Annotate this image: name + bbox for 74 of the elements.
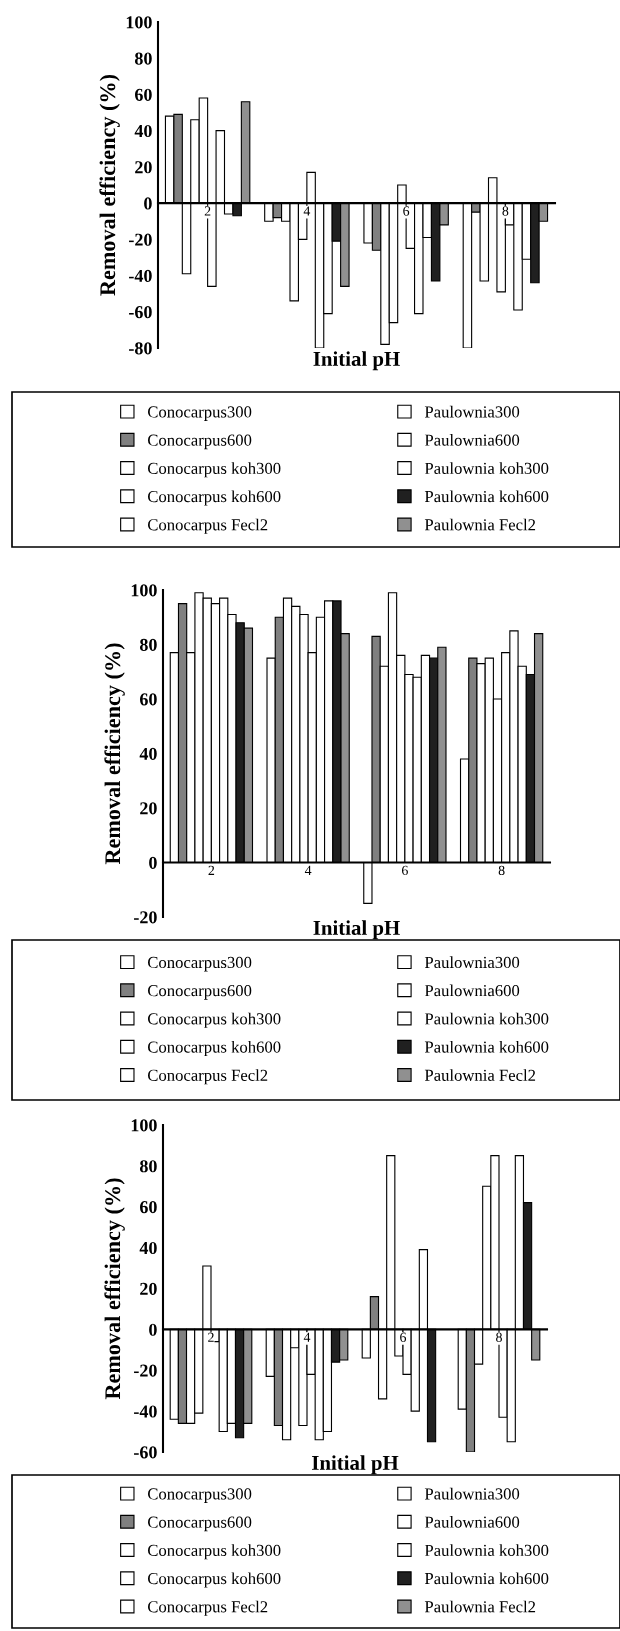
- y-tick-label: -20: [129, 233, 152, 246]
- y-axis-title: Removal efficiency (%): [104, 643, 125, 865]
- legend-label: Conocarpus Fecl2: [148, 518, 268, 534]
- x-axis-title: Initial pH: [312, 1455, 399, 1475]
- legend-label: Paulownia600: [424, 434, 520, 446]
- legend-label: Paulownia600: [424, 1516, 520, 1528]
- x-tick-label: 4: [303, 206, 311, 216]
- legend-label: Paulownia300: [424, 405, 520, 418]
- y-tick-label: 80: [139, 638, 157, 651]
- y-tick-label: 60: [135, 88, 152, 101]
- y-tick-label: 0: [144, 197, 152, 210]
- y-tick-label: 100: [126, 16, 152, 29]
- legend-label: Paulownia Fecl2: [424, 1600, 536, 1613]
- legend-label: Conocarpus300: [148, 406, 252, 421]
- y-tick-label: 60: [140, 693, 157, 706]
- legend-label: Conocarpus600: [148, 434, 252, 450]
- legend-label: Paulownia koh600: [424, 490, 549, 503]
- legend-label: Paulownia300: [424, 956, 520, 969]
- y-tick-label: -20: [134, 911, 157, 924]
- y-tick-label: -20: [134, 1364, 157, 1377]
- y-tick-label: -40: [129, 269, 152, 282]
- x-tick-label: 2: [208, 865, 215, 875]
- y-tick-label: 80: [139, 1160, 157, 1173]
- legend-label: Conocarpus600: [148, 1516, 252, 1532]
- x-tick-label: 6: [403, 206, 410, 216]
- y-tick-label: 60: [140, 1201, 157, 1214]
- y-tick-label: 100: [131, 584, 157, 597]
- legend-label: Conocarpus300: [148, 1488, 252, 1503]
- legend-label: Conocarpus koh600: [148, 1572, 281, 1588]
- x-tick-label: 4: [303, 1332, 311, 1342]
- y-tick-label: -40: [134, 1405, 157, 1418]
- legend-label: Conocarpus Fecl2: [148, 1069, 268, 1085]
- y-tick-label: 100: [131, 1119, 157, 1132]
- legend-label: Conocarpus600: [148, 985, 252, 1000]
- legend-label: Conocarpus300: [148, 956, 252, 972]
- y-tick-label: 40: [139, 1241, 157, 1255]
- legend-label: Paulownia300: [424, 1487, 520, 1500]
- y-tick-label: -80: [129, 342, 152, 355]
- legend-label: Conocarpus koh600: [148, 490, 281, 506]
- y-tick-label: 0: [149, 856, 157, 869]
- x-tick-label: 2: [208, 1332, 214, 1342]
- x-tick-label: 6: [400, 1332, 407, 1342]
- legend-label: Paulownia koh600: [424, 1572, 549, 1585]
- y-tick-label: -60: [129, 306, 152, 319]
- legend-label: Paulownia koh600: [424, 1040, 549, 1053]
- y-tick-label: 0: [149, 1323, 157, 1336]
- y-tick-label: 40: [139, 747, 157, 760]
- legend-label: Conocarpus koh300: [148, 462, 281, 478]
- legend-label: Paulownia koh300: [424, 1012, 549, 1025]
- y-tick-label: -60: [134, 1446, 157, 1459]
- y-tick-label: 20: [140, 1282, 157, 1295]
- legend-label: Paulownia koh300: [424, 1544, 549, 1556]
- y-axis-title: Removal efficiency (%): [99, 74, 120, 296]
- x-tick-label: 8: [496, 1332, 502, 1342]
- x-tick-label: 8: [498, 865, 505, 876]
- y-tick-label: 80: [134, 52, 152, 65]
- legend-label: Conocarpus koh300: [148, 1012, 281, 1028]
- legend-label: Conocarpus Fecl2: [148, 1600, 268, 1616]
- legend-label: Conocarpus koh300: [148, 1544, 281, 1560]
- legend-label: Paulownia Fecl2: [424, 518, 536, 531]
- y-tick-label: 40: [134, 124, 152, 138]
- legend-label: Conocarpus koh600: [148, 1040, 281, 1057]
- x-axis-title: Initial pH: [313, 920, 400, 940]
- x-tick-label: 6: [402, 865, 408, 876]
- x-tick-label: 8: [502, 206, 509, 216]
- x-axis-title: Initial pH: [313, 351, 400, 371]
- x-tick-label: 2: [204, 206, 211, 216]
- y-tick-label: 20: [140, 802, 157, 815]
- y-tick-label: 20: [135, 161, 152, 174]
- legend-label: Paulownia600: [424, 984, 520, 997]
- legend-label: Paulownia koh300: [424, 462, 549, 474]
- legend-label: Paulownia Fecl2: [424, 1069, 536, 1081]
- x-tick-label: 4: [304, 865, 312, 875]
- y-axis-title: Removal efficiency (%): [104, 1178, 125, 1400]
